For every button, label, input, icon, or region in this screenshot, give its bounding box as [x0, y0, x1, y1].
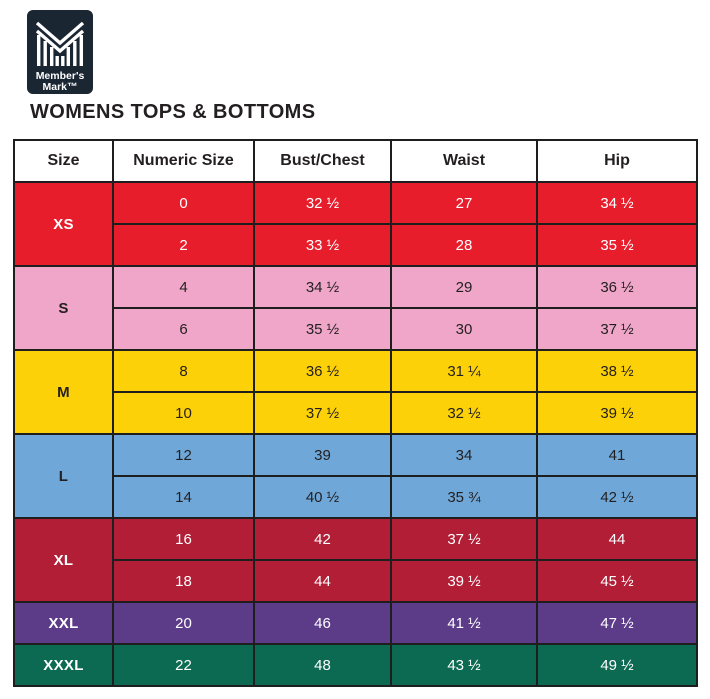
- logo-text-line1: Member's: [36, 70, 85, 82]
- column-header-hip: Hip: [536, 139, 698, 183]
- value-cell: 29: [390, 265, 538, 309]
- header-row: Size Numeric Size Bust/Chest Waist Hip: [13, 139, 698, 183]
- table-header: Size Numeric Size Bust/Chest Waist Hip: [13, 139, 698, 183]
- table-row: XL 16 42 37 ½ 44: [13, 517, 698, 603]
- table-row: 18 44 39 ½ 45 ½: [14, 559, 698, 603]
- size-label-cell: M: [13, 349, 114, 435]
- logo-text-line2: Mark™: [42, 81, 77, 93]
- value-cell: 12: [112, 433, 255, 477]
- value-cell: 34 ½: [536, 181, 698, 225]
- value-cell: 49 ½: [536, 643, 698, 687]
- column-header-size: Size: [13, 139, 114, 183]
- size-label-cell: XS: [13, 181, 114, 267]
- value-cell: 42 ½: [536, 475, 698, 519]
- members-mark-logo: Member's Mark™: [27, 10, 93, 94]
- value-cell: 35 ½: [253, 307, 392, 351]
- value-cell: 32 ½: [390, 391, 538, 435]
- size-label-cell: L: [13, 433, 114, 519]
- value-cell: 47 ½: [536, 601, 698, 645]
- members-mark-m-icon: Member's Mark™: [27, 10, 93, 94]
- value-cell: 43 ½: [390, 643, 538, 687]
- table-row: 2 33 ½ 28 35 ½: [14, 223, 698, 267]
- value-cell: 41 ½: [390, 601, 538, 645]
- value-cell: 46: [253, 601, 392, 645]
- value-cell: 36 ½: [536, 265, 698, 309]
- value-cell: 35 ½: [536, 223, 698, 267]
- table-row: 6 35 ½ 30 37 ½: [14, 307, 698, 351]
- value-cell: 33 ½: [253, 223, 392, 267]
- value-cell: 38 ½: [536, 349, 698, 393]
- value-cell: 6: [112, 307, 255, 351]
- value-cell: 18: [112, 559, 255, 603]
- value-cell: 34: [390, 433, 538, 477]
- table-row: XXL 20 46 41 ½ 47 ½: [13, 601, 698, 645]
- value-cell: 14: [112, 475, 255, 519]
- column-header-numeric-size: Numeric Size: [112, 139, 255, 183]
- table-body: XS 0 32 ½ 27 34 ½ 2 33 ½ 28 35 ½ S 4 34 ½ 29 36 ½ 6 35 …: [13, 181, 698, 687]
- size-label-cell: S: [13, 265, 114, 351]
- value-cell: 16: [112, 517, 255, 561]
- value-cell: 28: [390, 223, 538, 267]
- value-cell: 30: [390, 307, 538, 351]
- value-cell: 10: [112, 391, 255, 435]
- value-cell: 0: [112, 181, 255, 225]
- value-cell: 34 ½: [253, 265, 392, 309]
- value-cell: 44: [536, 517, 698, 561]
- table-row: XXXL 22 48 43 ½ 49 ½: [13, 643, 698, 687]
- value-cell: 40 ½: [253, 475, 392, 519]
- table-row: M 8 36 ½ 31 ¼ 38 ½: [13, 349, 698, 435]
- value-cell: 4: [112, 265, 255, 309]
- table-row: 14 40 ½ 35 ¾ 42 ½: [14, 475, 698, 519]
- table-row: XS 0 32 ½ 27 34 ½: [13, 181, 698, 267]
- value-cell: 44: [253, 559, 392, 603]
- size-label-cell: XL: [13, 517, 114, 603]
- value-cell: 39: [253, 433, 392, 477]
- value-cell: 41: [536, 433, 698, 477]
- column-header-bust-chest: Bust/Chest: [253, 139, 392, 183]
- value-cell: 20: [112, 601, 255, 645]
- value-cell: 8: [112, 349, 255, 393]
- value-cell: 48: [253, 643, 392, 687]
- value-cell: 31 ¼: [390, 349, 538, 393]
- table-row: L 12 39 34 41: [13, 433, 698, 519]
- column-header-waist: Waist: [390, 139, 538, 183]
- value-cell: 42: [253, 517, 392, 561]
- value-cell: 2: [112, 223, 255, 267]
- table-row: S 4 34 ½ 29 36 ½: [13, 265, 698, 351]
- page-title: WOMENS TOPS & BOTTOMS: [30, 101, 316, 123]
- value-cell: 45 ½: [536, 559, 698, 603]
- value-cell: 39 ½: [536, 391, 698, 435]
- value-cell: 37 ½: [536, 307, 698, 351]
- size-label-cell: XXXL: [13, 643, 114, 687]
- value-cell: 27: [390, 181, 538, 225]
- value-cell: 35 ¾: [390, 475, 538, 519]
- value-cell: 37 ½: [253, 391, 392, 435]
- value-cell: 36 ½: [253, 349, 392, 393]
- value-cell: 32 ½: [253, 181, 392, 225]
- size-label-cell: XXL: [13, 601, 114, 645]
- table-row: 10 37 ½ 32 ½ 39 ½: [14, 391, 698, 435]
- value-cell: 39 ½: [390, 559, 538, 603]
- value-cell: 22: [112, 643, 255, 687]
- size-chart-table: Size Numeric Size Bust/Chest Waist Hip XS 0 32…: [13, 139, 698, 687]
- value-cell: 37 ½: [390, 517, 538, 561]
